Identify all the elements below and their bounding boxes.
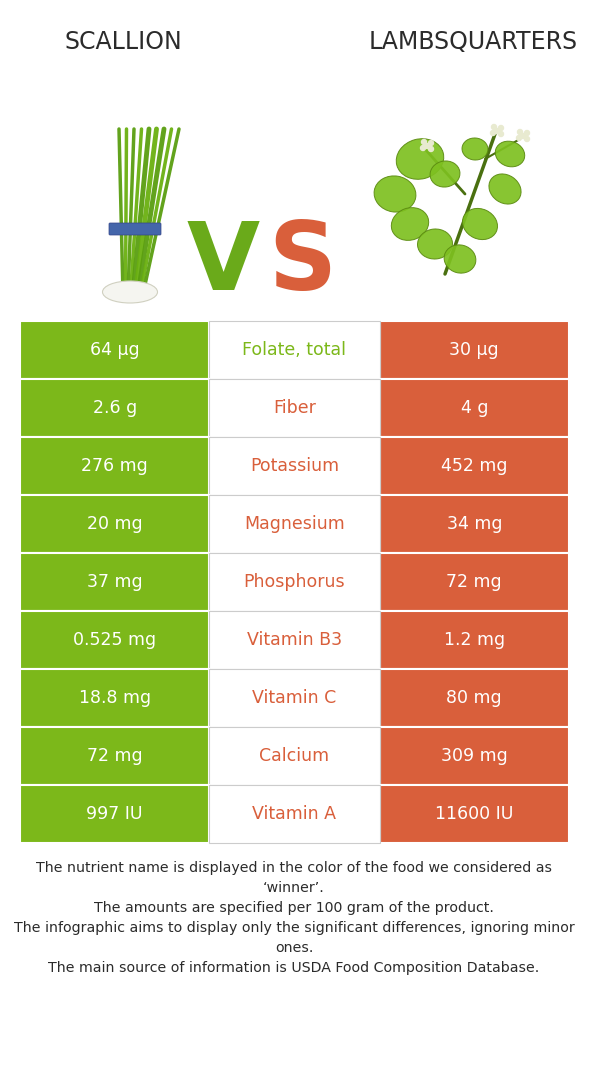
- Bar: [379, 495, 569, 553]
- Text: SCALLION: SCALLION: [65, 30, 183, 54]
- Text: Vitamin B3: Vitamin B3: [247, 631, 342, 649]
- Text: Fiber: Fiber: [273, 399, 316, 417]
- Text: 37 mg: 37 mg: [87, 573, 143, 591]
- Bar: [210, 553, 379, 611]
- Circle shape: [518, 129, 522, 134]
- Text: Calcium: Calcium: [259, 747, 330, 765]
- Bar: [20, 437, 210, 495]
- Ellipse shape: [418, 229, 452, 259]
- Ellipse shape: [444, 245, 476, 273]
- Text: 997 IU: 997 IU: [87, 805, 143, 823]
- Bar: [210, 727, 379, 785]
- Circle shape: [421, 145, 425, 151]
- Bar: [20, 321, 210, 379]
- Circle shape: [498, 131, 504, 137]
- Ellipse shape: [495, 141, 525, 167]
- Bar: [379, 611, 569, 669]
- Circle shape: [498, 126, 504, 130]
- Circle shape: [425, 143, 429, 149]
- Bar: [379, 321, 569, 379]
- Text: V: V: [187, 218, 260, 310]
- Circle shape: [429, 146, 434, 152]
- Text: 72 mg: 72 mg: [446, 573, 502, 591]
- Circle shape: [491, 130, 495, 136]
- Bar: [20, 553, 210, 611]
- Bar: [379, 785, 569, 843]
- Bar: [20, 727, 210, 785]
- Bar: [379, 553, 569, 611]
- Text: 20 mg: 20 mg: [87, 515, 143, 533]
- Bar: [210, 437, 379, 495]
- Bar: [210, 321, 379, 379]
- Text: 18.8 mg: 18.8 mg: [79, 689, 151, 707]
- Text: 0.525 mg: 0.525 mg: [73, 631, 156, 649]
- Ellipse shape: [396, 139, 444, 179]
- Bar: [20, 495, 210, 553]
- Bar: [210, 495, 379, 553]
- Circle shape: [521, 133, 525, 139]
- Bar: [210, 785, 379, 843]
- Bar: [379, 379, 569, 437]
- Text: Potassium: Potassium: [250, 457, 339, 475]
- Text: S: S: [268, 218, 336, 310]
- Circle shape: [524, 130, 530, 136]
- Text: 30 μg: 30 μg: [449, 341, 499, 359]
- Text: The nutrient name is displayed in the color of the food we considered as
‘winner: The nutrient name is displayed in the co…: [14, 861, 574, 976]
- Text: Folate, total: Folate, total: [243, 341, 346, 359]
- Bar: [379, 669, 569, 727]
- Text: Phosphorus: Phosphorus: [244, 573, 345, 591]
- Text: 80 mg: 80 mg: [446, 689, 502, 707]
- Ellipse shape: [462, 138, 488, 160]
- Ellipse shape: [391, 208, 429, 241]
- Ellipse shape: [374, 176, 416, 212]
- Bar: [20, 611, 210, 669]
- Bar: [210, 379, 379, 437]
- Bar: [20, 785, 210, 843]
- Circle shape: [422, 140, 426, 144]
- Ellipse shape: [489, 173, 521, 204]
- Circle shape: [517, 136, 521, 141]
- Text: 276 mg: 276 mg: [81, 457, 148, 475]
- Circle shape: [495, 129, 499, 133]
- Text: 64 μg: 64 μg: [90, 341, 140, 359]
- Text: 2.6 g: 2.6 g: [92, 399, 137, 417]
- Ellipse shape: [430, 160, 460, 188]
- Bar: [210, 669, 379, 727]
- Bar: [379, 727, 569, 785]
- Bar: [379, 437, 569, 495]
- Bar: [210, 611, 379, 669]
- Ellipse shape: [102, 281, 157, 304]
- Text: 452 mg: 452 mg: [441, 457, 508, 475]
- Text: 72 mg: 72 mg: [87, 747, 143, 765]
- Text: Vitamin C: Vitamin C: [252, 689, 337, 707]
- Text: 4 g: 4 g: [461, 399, 488, 417]
- Text: Magnesium: Magnesium: [244, 515, 345, 533]
- Text: 309 mg: 309 mg: [441, 747, 508, 765]
- Circle shape: [491, 125, 497, 129]
- Text: 34 mg: 34 mg: [446, 515, 502, 533]
- Bar: [20, 669, 210, 727]
- Circle shape: [429, 141, 434, 145]
- Ellipse shape: [462, 208, 498, 240]
- FancyBboxPatch shape: [109, 223, 161, 235]
- Circle shape: [524, 137, 530, 142]
- Text: LAMBSQUARTERS: LAMBSQUARTERS: [369, 30, 578, 54]
- Text: 11600 IU: 11600 IU: [435, 805, 514, 823]
- Text: Vitamin A: Vitamin A: [253, 805, 336, 823]
- Bar: [20, 379, 210, 437]
- Text: 1.2 mg: 1.2 mg: [444, 631, 505, 649]
